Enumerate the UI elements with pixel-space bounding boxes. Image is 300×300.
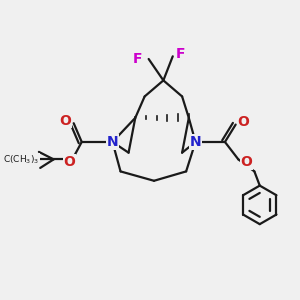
Text: O: O: [238, 115, 250, 129]
Text: N: N: [107, 135, 118, 149]
Text: N: N: [190, 135, 201, 149]
Text: F: F: [176, 46, 185, 61]
Text: O: O: [240, 155, 252, 169]
Text: C(CH$_3$)$_3$: C(CH$_3$)$_3$: [3, 153, 40, 166]
Text: O: O: [60, 114, 72, 128]
Text: O: O: [64, 155, 76, 169]
Text: F: F: [133, 52, 143, 66]
